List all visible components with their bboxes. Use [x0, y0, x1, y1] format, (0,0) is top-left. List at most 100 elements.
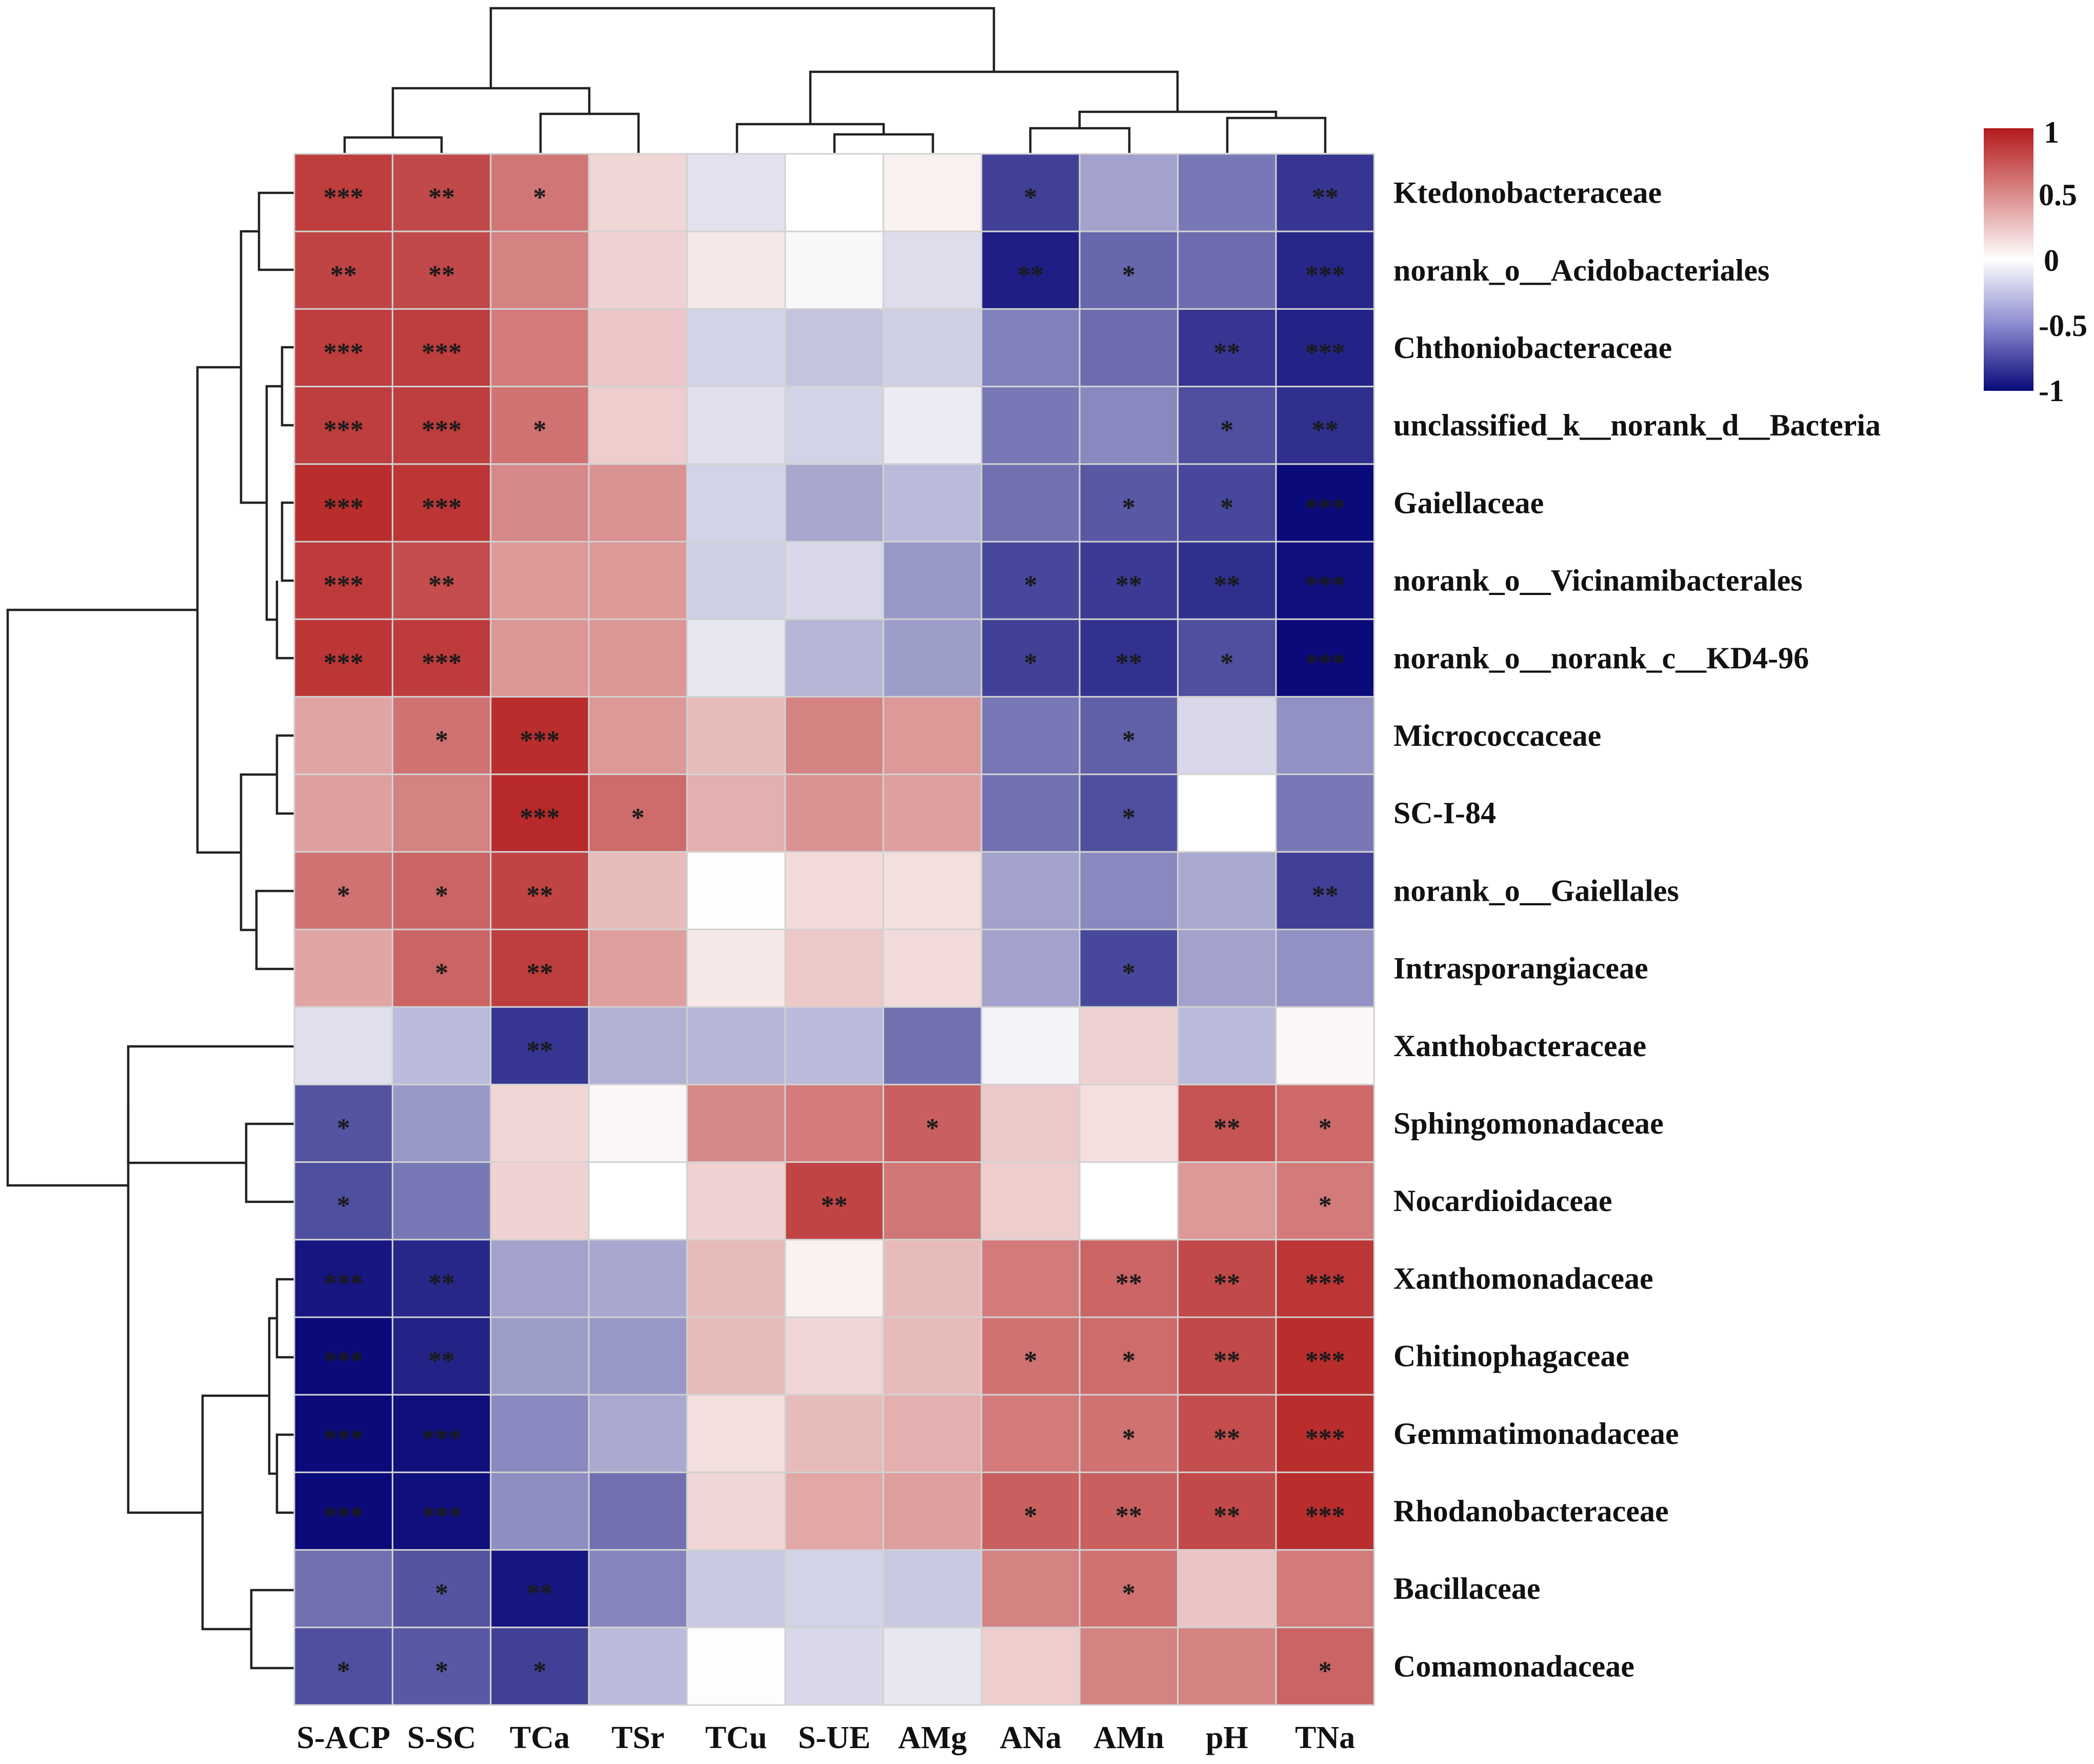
row-label: unclassified_k__norank_d__Bacteria — [1393, 408, 1881, 442]
heatmap-cell — [686, 386, 786, 465]
significance-marker: * — [1122, 493, 1135, 522]
heatmap-cell — [1079, 1083, 1179, 1163]
significance-marker: * — [1122, 1346, 1135, 1376]
significance-marker: * — [1122, 726, 1135, 755]
heatmap-cell — [784, 696, 884, 776]
heatmap-cell — [686, 230, 786, 310]
significance-marker: * — [435, 1656, 448, 1686]
heatmap-cell — [1275, 1083, 1375, 1163]
heatmap-cell — [293, 1471, 393, 1551]
heatmap-cell — [686, 1083, 786, 1163]
heatmap-cell — [1275, 618, 1375, 698]
heatmap-cell — [1177, 851, 1277, 930]
heatmap-cell — [391, 696, 492, 776]
heatmap-cell — [784, 1006, 884, 1085]
significance-marker: ** — [1312, 415, 1339, 445]
heatmap-cell — [1275, 696, 1375, 776]
heatmap-cell — [686, 1161, 786, 1241]
heatmap-cell — [1275, 463, 1375, 543]
significance-marker: * — [1122, 1579, 1135, 1608]
heatmap-cell — [981, 1083, 1081, 1163]
significance-marker: *** — [422, 415, 462, 445]
heatmap-cell — [882, 308, 983, 388]
heatmap-cell — [686, 1471, 786, 1551]
heatmap-cell — [1275, 851, 1375, 930]
significance-marker: ** — [428, 571, 455, 600]
heatmap-cell — [882, 1316, 983, 1396]
color-legend: 1 0.5 0 -0.5 -1 — [1984, 115, 2087, 408]
heatmap-cell — [490, 541, 590, 620]
heatmap-cell — [490, 1471, 590, 1551]
heatmap-cell — [1177, 463, 1277, 543]
heatmap-cell — [1275, 1316, 1375, 1396]
heatmap-cell — [293, 463, 393, 543]
legend-tick: 0.5 — [2039, 178, 2077, 212]
heatmap-cell — [1177, 1316, 1277, 1396]
heatmap-cell — [1079, 1316, 1179, 1396]
heatmap-cell — [686, 928, 786, 1008]
significance-marker: * — [533, 183, 547, 212]
heatmap-cell — [588, 386, 688, 465]
heatmap-cell — [1079, 1549, 1179, 1629]
heatmap-cell — [784, 1471, 884, 1551]
significance-marker: ** — [1213, 571, 1240, 600]
heatmap-cell — [588, 541, 688, 620]
row-label: norank_o__norank_c__KD4-96 — [1393, 641, 1809, 675]
heatmap-cell — [490, 153, 590, 232]
heatmap-cell — [1177, 1471, 1277, 1551]
heatmap-cell — [1079, 1471, 1179, 1551]
heatmap-cell — [391, 1627, 492, 1706]
heatmap-cell — [391, 774, 492, 853]
heatmap-cell — [293, 541, 393, 620]
heatmap-cell — [882, 1549, 983, 1629]
heatmap-cell — [1275, 230, 1375, 310]
heatmap-cell — [981, 1394, 1081, 1473]
column-label: ANa — [1000, 1720, 1062, 1755]
significance-marker: * — [1122, 1424, 1135, 1453]
heatmap-cell — [588, 1083, 688, 1163]
legend-tick: -1 — [2039, 374, 2064, 408]
significance-marker: * — [337, 1191, 350, 1220]
row-labels: Ktedonobacteraceae norank_o__Acidobacteri… — [1393, 176, 1881, 1683]
significance-marker: ** — [527, 881, 553, 910]
heatmap-cell — [490, 1549, 590, 1629]
significance-marker: * — [337, 881, 350, 910]
heatmap-cell — [686, 153, 786, 232]
significance-marker: ** — [1115, 1501, 1142, 1531]
heatmap-cell — [391, 928, 492, 1008]
significance-marker: * — [1122, 803, 1135, 833]
heatmap-cell — [686, 1627, 786, 1706]
heatmap-cell — [391, 1316, 492, 1396]
heatmap-cell — [490, 308, 590, 388]
significance-marker: *** — [1305, 1269, 1345, 1298]
significance-marker: *** — [520, 726, 560, 755]
heatmap-cell — [1079, 541, 1179, 620]
heatmap-cell — [1177, 1549, 1277, 1629]
heatmap-cell — [882, 1239, 983, 1318]
significance-marker: *** — [1305, 261, 1345, 290]
heatmap-cell — [293, 1394, 393, 1473]
significance-marker: * — [1220, 415, 1233, 445]
heatmap-cell — [293, 851, 393, 930]
heatmap-cell — [686, 774, 786, 853]
significance-marker: *** — [324, 571, 364, 600]
heatmap-cell — [882, 1161, 983, 1241]
significance-marker: *** — [422, 493, 462, 522]
heatmap-cell — [882, 1006, 983, 1085]
significance-marker: * — [631, 803, 645, 833]
heatmap-cell — [882, 696, 983, 776]
heatmap-cell — [588, 1471, 688, 1551]
significance-marker: ** — [1213, 1424, 1240, 1453]
significance-marker: * — [435, 881, 448, 910]
row-label: Intrasporangiaceae — [1393, 952, 1648, 985]
heatmap-cell — [293, 1549, 393, 1629]
heatmap-cell — [784, 463, 884, 543]
significance-marker: * — [1220, 493, 1233, 522]
heatmap-cell — [784, 1316, 884, 1396]
heatmap-cell — [1275, 928, 1375, 1008]
heatmap-cell — [686, 1394, 786, 1473]
row-label: Chthoniobacteraceae — [1393, 331, 1672, 365]
heatmap-cell — [490, 851, 590, 930]
significance-marker: * — [337, 1114, 350, 1143]
row-label: Nocardioidaceae — [1393, 1184, 1612, 1218]
